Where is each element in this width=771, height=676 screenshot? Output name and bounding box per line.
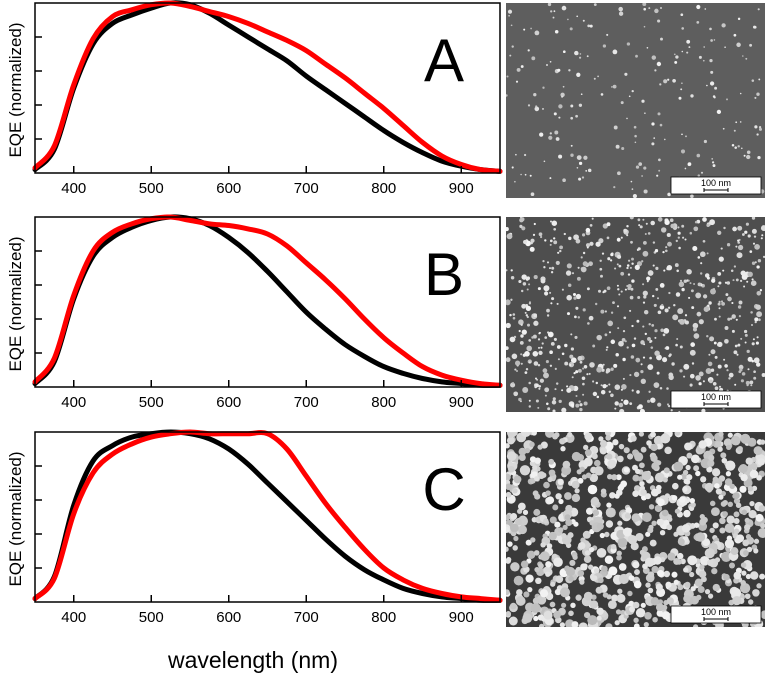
plot-panels: 400 500 600 700 800 900 EQE (normalized) A 400 50…: [6, 0, 503, 626]
scale-bar-a: 100 nm: [670, 176, 762, 195]
panel-c-series-2-line: [32, 429, 503, 603]
panel-c: 400 500 600 700 800 900 EQE (normalized) C: [6, 429, 503, 626]
panel-b-x-tick-label-800: 800: [371, 394, 396, 411]
scale-bar-label-c: 100 nm: [701, 607, 731, 617]
panel-c-x-tick-label-700: 700: [294, 609, 319, 626]
panel-c-frame: [34, 431, 501, 603]
panel-a-label: A: [424, 27, 464, 94]
panel-c-x-tick-label-500: 500: [139, 609, 164, 626]
panel-c-y-axis-label: EQE (normalized): [6, 451, 25, 586]
panel-a-x-tick-label-900: 900: [449, 180, 474, 197]
panel-c-x-tick-label-900: 900: [449, 609, 474, 626]
panel-a-x-tick-label-400: 400: [61, 180, 86, 197]
sem-image-c: 100 nm: [506, 432, 765, 627]
panel-a-x-tick-label-500: 500: [139, 180, 164, 197]
panel-b-series-2-line: [32, 214, 503, 388]
panel-b-y-axis-label: EQE (normalized): [6, 236, 25, 371]
panel-b-x-tick-label-700: 700: [294, 394, 319, 411]
panel-b-series-1-line: [32, 214, 503, 388]
scale-bar-b: 100 nm: [670, 390, 762, 409]
scale-bar-label-a: 100 nm: [701, 178, 731, 188]
sem-image-a: 100 nm: [506, 3, 765, 198]
panel-b-x-tick-label-400: 400: [61, 394, 86, 411]
panel-c-label: C: [422, 456, 465, 523]
panel-a: 400 500 600 700 800 900 EQE (normalized) A: [6, 0, 503, 197]
panel-a-x-tick-label-600: 600: [216, 180, 241, 197]
panel-b-label: B: [424, 241, 464, 308]
panel-b-frame: [34, 216, 501, 388]
panel-c-x-tick-label-600: 600: [216, 609, 241, 626]
panel-b-x-tick-label-600: 600: [216, 394, 241, 411]
panel-b: 400 500 600 700 800 900 EQE (normalized) B: [6, 214, 503, 411]
sem-image-b: 100 nm: [506, 217, 765, 412]
panel-a-series-2-line: [32, 0, 503, 174]
x-axis-label: wavelength (nm): [167, 647, 338, 673]
panel-a-series-1-line: [32, 0, 503, 174]
panel-c-x-tick-label-800: 800: [371, 609, 396, 626]
panel-a-frame: [34, 2, 501, 174]
panel-a-x-tick-label-800: 800: [371, 180, 396, 197]
panel-a-x-tick-label-700: 700: [294, 180, 319, 197]
panel-c-series-1-line: [32, 429, 503, 603]
scale-bar-label-b: 100 nm: [701, 392, 731, 402]
sem-images: 100 nm 100 nm 100 nm: [506, 3, 765, 627]
panel-b-x-tick-label-900: 900: [449, 394, 474, 411]
panel-c-x-tick-label-400: 400: [61, 609, 86, 626]
panel-a-y-axis-label: EQE (normalized): [6, 22, 25, 157]
scale-bar-c: 100 nm: [670, 605, 762, 624]
panel-b-x-tick-label-500: 500: [139, 394, 164, 411]
